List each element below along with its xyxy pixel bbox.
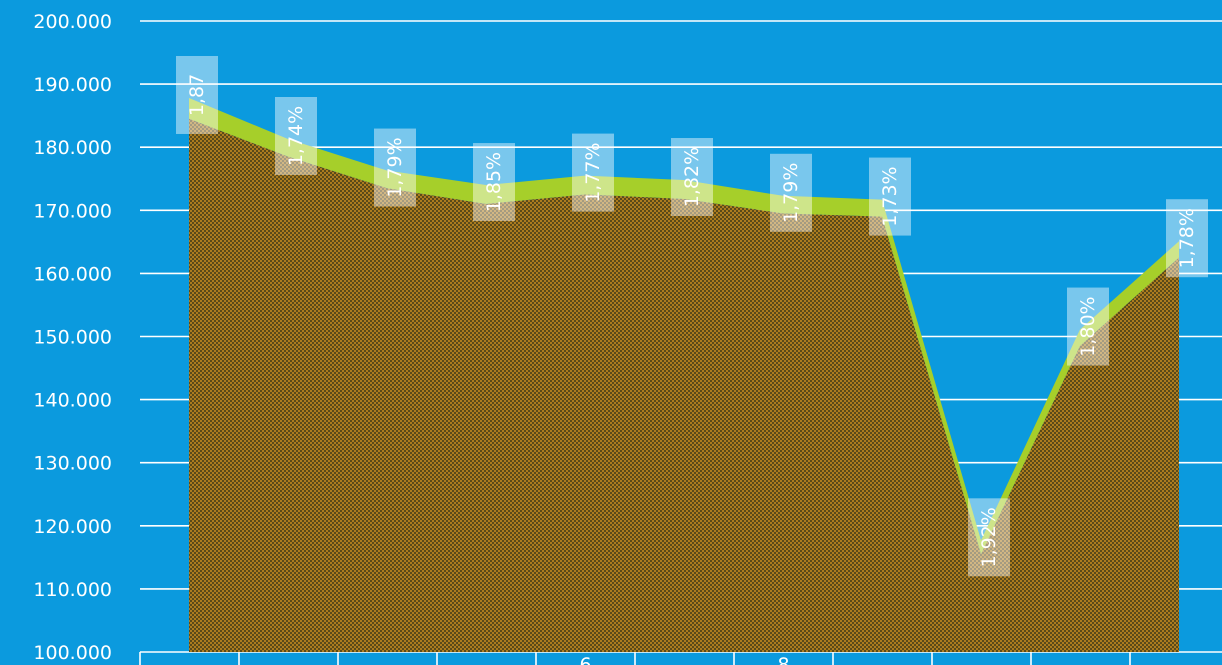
data-label-box [1067,287,1109,366]
data-label-text: 1,79% [780,163,802,223]
x-tick-label: 8 [777,654,789,665]
data-label-box [869,157,911,236]
series-base [189,118,1179,653]
y-axis-ticks: 100.000 110.000 120.000 130.000 140.000 150.0… [33,11,112,664]
data-label-box [374,128,416,207]
y-tick-label: 160.000 [33,263,112,285]
data-label-text: 1,74% [285,106,307,166]
data-label: 1,79% [770,153,812,232]
data-label-text: 1,87 [186,74,208,116]
y-tick-label: 150.000 [33,327,112,349]
data-label: 1,78% [1166,199,1208,278]
x-tick-label: 6 [579,654,591,665]
data-label-text: 1,85% [483,152,505,212]
data-label: 1,79% [374,128,416,207]
data-label: 1,80% [1067,287,1109,366]
series-band [189,97,1179,555]
y-tick-label: 130.000 [33,453,112,475]
data-label: 1,82% [671,138,713,217]
data-label-text: 1,73% [879,166,901,226]
data-label-text: 1,77% [582,142,604,202]
y-tick-label: 170.000 [33,200,112,222]
data-label: 1,87 [176,55,218,134]
data-label: 1,77% [572,133,614,212]
y-tick-label: 120.000 [33,516,112,538]
data-label-box [176,55,218,134]
data-label-box [671,138,713,217]
area-series [189,97,1179,653]
data-label-box [473,143,515,222]
data-label-box [968,498,1010,577]
data-label-box [572,133,614,212]
data-label-text: 1,92% [978,507,1000,567]
data-label-box [1166,199,1208,278]
data-label: 1,92% [968,498,1010,577]
data-label: 1,85% [473,143,515,222]
y-tick-label: 180.000 [33,137,112,159]
data-labels: 1,87 1,74% 1,79% 1,85% 1,77% 1,82% 1,79% 1,73% 1… [176,55,1208,577]
data-label: 1,74% [275,96,317,175]
y-tick-label: 110.000 [33,579,112,601]
data-label: 1,73% [869,157,911,236]
y-tick-label: 190.000 [33,74,112,96]
y-tick-label: 200.000 [33,11,112,33]
data-label-box [275,96,317,175]
data-label-text: 1,78% [1176,208,1198,268]
data-label-text: 1,82% [681,147,703,207]
y-tick-label: 100.000 [33,642,112,664]
y-tick-label: 140.000 [33,390,112,412]
data-label-box [770,153,812,232]
data-label-text: 1,79% [384,137,406,197]
data-label-text: 1,80% [1077,296,1099,356]
